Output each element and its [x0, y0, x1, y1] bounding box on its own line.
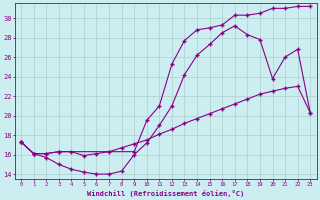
X-axis label: Windchill (Refroidissement éolien,°C): Windchill (Refroidissement éolien,°C) [87, 190, 244, 197]
